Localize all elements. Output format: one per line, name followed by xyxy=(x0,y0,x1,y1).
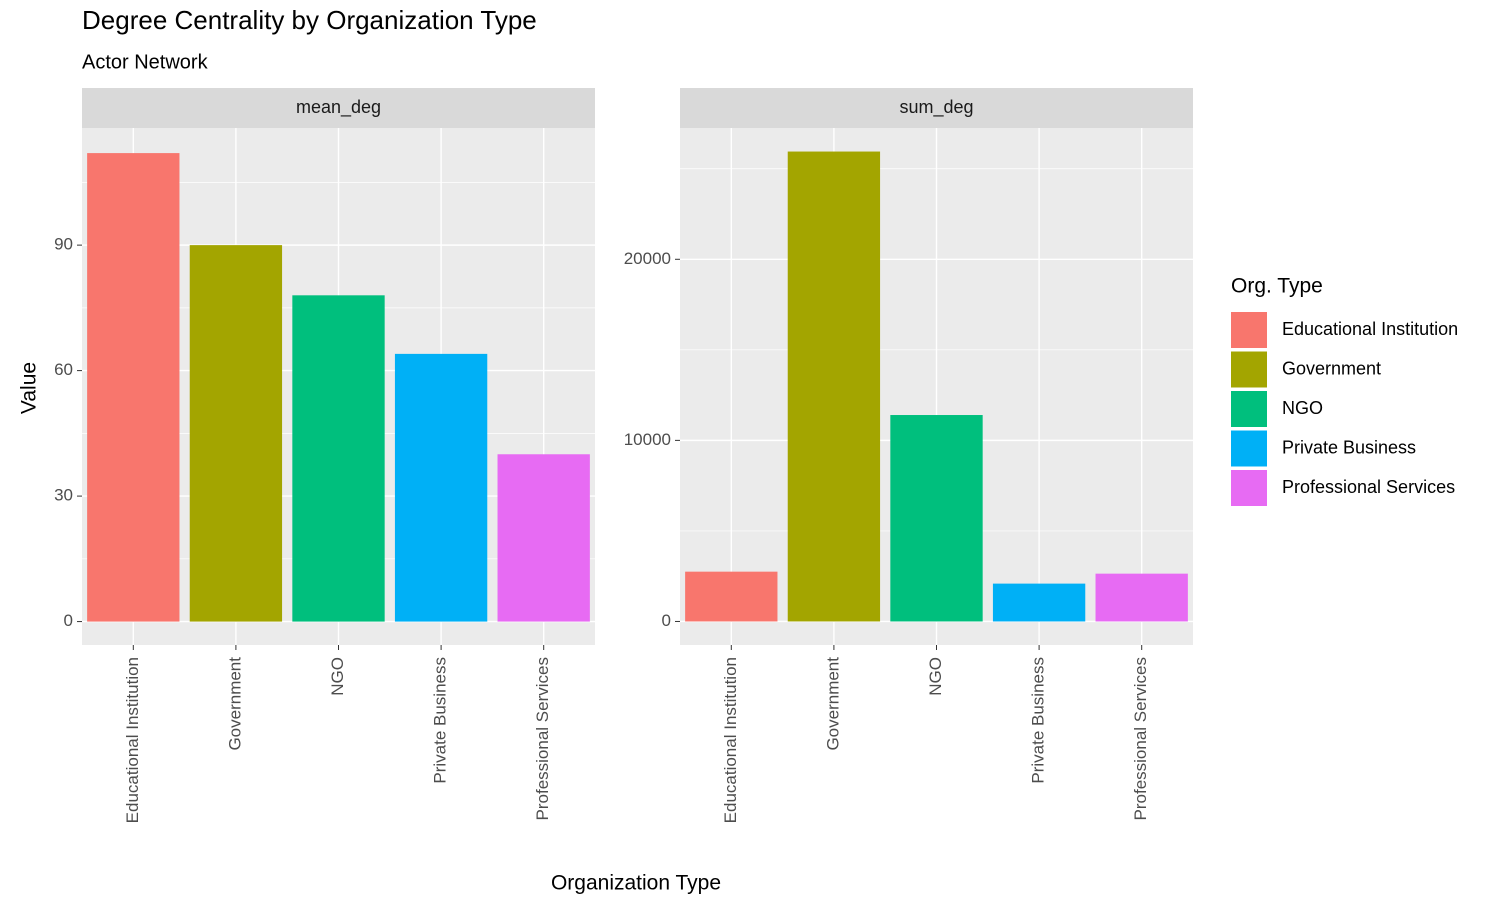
legend-label: NGO xyxy=(1282,398,1323,418)
y-tick-label: 0 xyxy=(64,611,73,630)
legend-label: Private Business xyxy=(1282,437,1416,457)
y-axis-label: Value xyxy=(18,362,41,414)
bar xyxy=(87,153,180,622)
x-tick-label: Private Business xyxy=(431,657,450,784)
legend-label: Government xyxy=(1282,358,1381,378)
y-tick-label: 10000 xyxy=(624,430,671,449)
bar xyxy=(394,353,488,622)
strip xyxy=(82,88,595,128)
strip-label: sum_deg xyxy=(899,97,973,118)
x-axis-label: Organization Type xyxy=(551,872,721,895)
bar xyxy=(292,295,385,622)
legend-title: Org. Type xyxy=(1231,275,1323,298)
x-tick-label: Government xyxy=(225,657,244,751)
legend-key xyxy=(1231,430,1267,467)
legend-label: Educational Institution xyxy=(1282,319,1458,339)
legend-key xyxy=(1231,470,1267,506)
chart-title: Degree Centrality by Organization Type xyxy=(82,5,537,35)
x-tick-label: NGO xyxy=(328,657,347,696)
x-tick-label: Private Business xyxy=(1029,657,1048,784)
legend-key xyxy=(1231,312,1267,348)
y-tick-label: 60 xyxy=(54,360,73,379)
strip-label: mean_deg xyxy=(296,97,381,118)
strip xyxy=(680,88,1193,128)
bar xyxy=(787,151,881,622)
bar xyxy=(992,583,1086,622)
bar xyxy=(1095,573,1188,622)
legend-key xyxy=(1231,351,1267,388)
x-tick-label: Professional Services xyxy=(533,657,552,820)
chart-subtitle: Actor Network xyxy=(82,51,209,73)
x-tick-label: NGO xyxy=(926,657,945,696)
bar xyxy=(497,454,590,622)
x-tick-label: Professional Services xyxy=(1131,657,1150,820)
legend-label: Professional Services xyxy=(1282,477,1455,497)
y-tick-label: 30 xyxy=(54,486,73,505)
x-tick-label: Government xyxy=(823,657,842,751)
y-tick-label: 90 xyxy=(54,235,73,254)
x-tick-label: Educational Institution xyxy=(721,657,740,823)
legend-key xyxy=(1231,391,1267,427)
y-tick-label: 20000 xyxy=(624,249,671,268)
y-tick-label: 0 xyxy=(662,611,671,630)
bar xyxy=(189,245,283,622)
bar xyxy=(890,415,983,622)
x-tick-label: Educational Institution xyxy=(123,657,142,823)
bar xyxy=(685,571,778,622)
